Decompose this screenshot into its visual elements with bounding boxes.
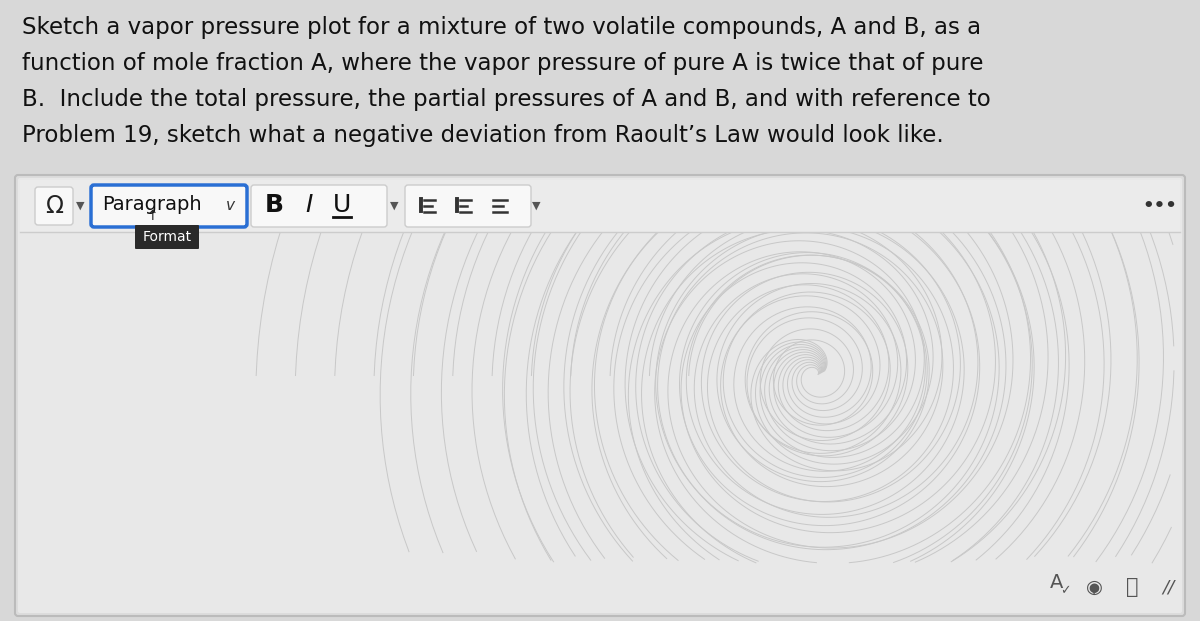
Text: I: I <box>305 193 313 217</box>
Text: ◉: ◉ <box>1086 578 1103 597</box>
Text: Sketch a vapor pressure plot for a mixture of two volatile compounds, A and B, a: Sketch a vapor pressure plot for a mixtu… <box>22 16 982 39</box>
Text: ↑: ↑ <box>146 209 158 223</box>
Text: ▼: ▼ <box>532 201 540 211</box>
FancyBboxPatch shape <box>18 178 1182 613</box>
Text: ˅: ˅ <box>1091 591 1097 604</box>
Bar <box>20 180 1180 232</box>
Text: Paragraph: Paragraph <box>102 196 202 214</box>
Text: B.  Include the total pressure, the partial pressures of A and B, and with refer: B. Include the total pressure, the parti… <box>22 88 991 111</box>
Text: U: U <box>332 193 352 217</box>
Text: //: // <box>1162 578 1174 596</box>
Text: B: B <box>264 193 283 217</box>
FancyBboxPatch shape <box>406 185 530 227</box>
Text: Ω: Ω <box>46 194 64 218</box>
Text: v: v <box>226 199 234 214</box>
Text: ⤢: ⤢ <box>1126 577 1139 597</box>
FancyBboxPatch shape <box>35 187 73 225</box>
Text: •••: ••• <box>1142 197 1177 215</box>
Text: ✓: ✓ <box>1060 584 1070 597</box>
FancyBboxPatch shape <box>14 175 1186 616</box>
Text: function of mole fraction A, where the vapor pressure of pure A is twice that of: function of mole fraction A, where the v… <box>22 52 984 75</box>
Text: ▼: ▼ <box>76 201 84 211</box>
Text: Format: Format <box>143 230 192 244</box>
FancyBboxPatch shape <box>134 225 199 249</box>
Text: Problem 19, sketch what a negative deviation from Raoult’s Law would look like.: Problem 19, sketch what a negative devia… <box>22 124 943 147</box>
FancyBboxPatch shape <box>91 185 247 227</box>
Text: A: A <box>1050 574 1063 592</box>
FancyBboxPatch shape <box>251 185 386 227</box>
Text: ▼: ▼ <box>390 201 398 211</box>
